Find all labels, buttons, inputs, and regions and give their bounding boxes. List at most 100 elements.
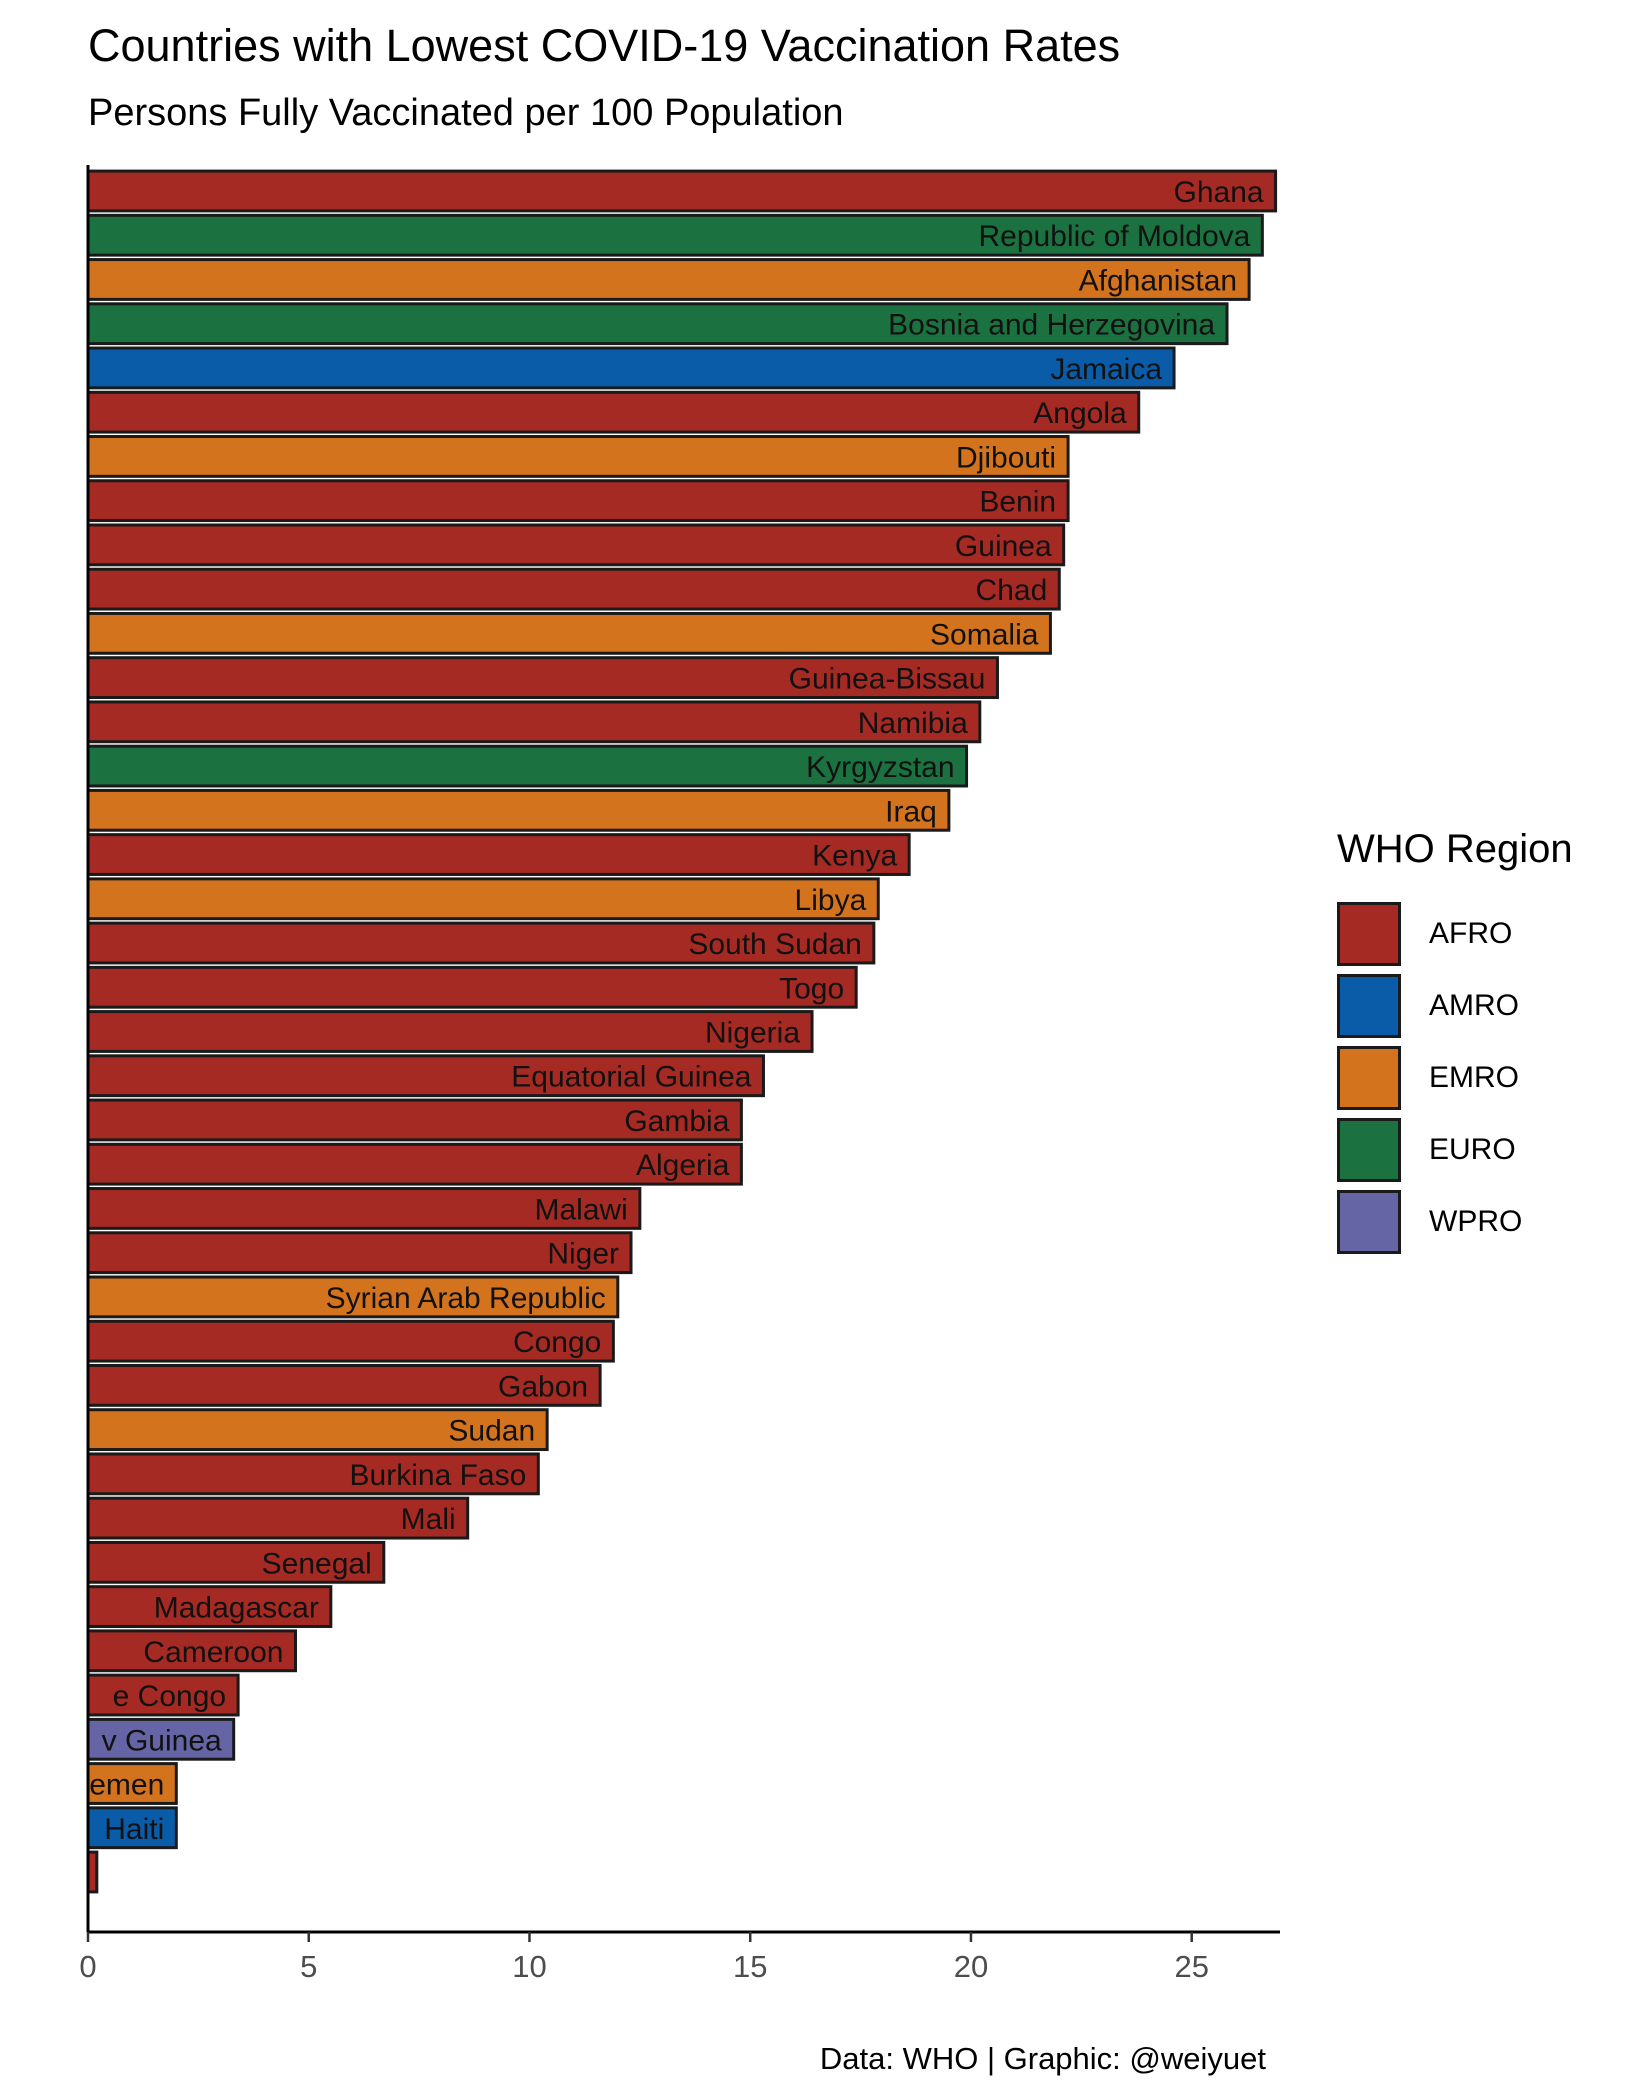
bar (88, 1231, 633, 1275)
bar-label: South Sudan (688, 928, 861, 961)
legend-key-euro (1337, 1118, 1401, 1182)
bar-label: Togo (779, 972, 844, 1005)
chart-title: Countries with Lowest COVID-19 Vaccinati… (88, 20, 1121, 71)
bar (88, 700, 982, 744)
bar-label: Niger (547, 1238, 619, 1271)
bar (88, 1850, 99, 1894)
bar (88, 1629, 297, 1673)
bar-label: Kenya (812, 840, 897, 873)
bar (88, 788, 951, 832)
bar-label: Sudan (448, 1415, 535, 1448)
bar (88, 258, 1251, 301)
bar-label: Iraq (885, 795, 937, 828)
bar (88, 523, 1066, 567)
bar (88, 169, 1278, 213)
bar-label: Bosnia and Herzegovina (888, 309, 1215, 342)
legend-item-emro: EMRO (1337, 1042, 1573, 1114)
bar (88, 435, 1070, 478)
bar (88, 1319, 615, 1363)
x-tick-label: 15 (733, 1949, 767, 1984)
legend: WHO Region AFRO AMRO EMRO EURO WPRO (1337, 826, 1573, 1258)
bar-label: Mali (401, 1503, 456, 1536)
legend-label-amro: AMRO (1429, 989, 1519, 1022)
x-tick-label: 10 (512, 1949, 546, 1984)
bar (88, 921, 876, 965)
bar-label: Afghanistan (1079, 264, 1237, 297)
bar (88, 479, 1070, 523)
bar-label: Algeria (636, 1149, 730, 1182)
bar-label: Malawi (534, 1193, 627, 1226)
bar-label: Syrian Arab Republic (326, 1282, 606, 1315)
bar-label: Benin (979, 486, 1056, 519)
bar (88, 1540, 386, 1584)
bar-label: Angola (1033, 397, 1127, 430)
bar-label: Somalia (930, 618, 1039, 651)
legend-label-emro: EMRO (1429, 1061, 1519, 1094)
bar (88, 1054, 765, 1098)
bar-label: Equatorial Guinea (511, 1061, 751, 1094)
chart-subtitle: Persons Fully Vaccinated per 100 Populat… (88, 92, 844, 134)
legend-key-emro (1337, 1046, 1401, 1110)
legend-item-amro: AMRO (1337, 970, 1573, 1042)
bar (88, 1762, 178, 1805)
bar-label: Republic of Moldova (979, 220, 1251, 253)
bar-label: Kyrgyzstan (806, 751, 954, 784)
bar (88, 1806, 178, 1850)
bar-label: Chad (976, 574, 1048, 607)
bar (88, 656, 999, 700)
bar (88, 877, 880, 921)
bar (88, 213, 1264, 257)
bar-label: Senegal (262, 1547, 372, 1580)
bars-group: Ghana Republic of Moldova Afghanistan Bosni… (88, 169, 1278, 1894)
bar-label: Guinea (955, 530, 1052, 563)
bar (88, 1010, 814, 1053)
bar (88, 1717, 236, 1761)
bar (88, 1098, 743, 1142)
bar (88, 1363, 602, 1407)
bar-label: Nigeria (705, 1017, 800, 1050)
legend-label-wpro: WPRO (1429, 1205, 1523, 1238)
bar (88, 1673, 240, 1717)
bar-label: Jamaica (1050, 353, 1162, 386)
x-tick-label: 0 (79, 1949, 96, 1984)
bar-label: Ghana (1174, 176, 1264, 209)
bar-label: Gabon (498, 1370, 588, 1403)
bar-label: v Guinea (102, 1724, 222, 1757)
bar (88, 611, 1052, 655)
bar-label: Namibia (858, 707, 968, 740)
bar (88, 1142, 743, 1186)
bar-label: Gambia (624, 1105, 729, 1138)
bar-label: Haiti (104, 1813, 164, 1846)
bar (88, 390, 1141, 434)
legend-label-euro: EURO (1429, 1133, 1516, 1166)
bar-label: Madagascar (154, 1592, 319, 1625)
bar-label: e Congo (113, 1680, 226, 1713)
bar-label: Cameroon (143, 1636, 283, 1669)
bar-label: Guinea-Bissau (789, 663, 986, 696)
bar (88, 1187, 642, 1230)
x-tick-label: 5 (300, 1949, 317, 1984)
bar (88, 833, 911, 876)
bar (88, 1452, 540, 1496)
bar (88, 1496, 470, 1540)
legend-key-wpro (1337, 1190, 1401, 1254)
bar (88, 965, 858, 1009)
legend-key-afro (1337, 902, 1401, 966)
bar-label: emen (89, 1769, 164, 1802)
source-caption: Data: WHO | Graphic: @weiyuet (819, 2041, 1266, 2076)
bar (88, 1275, 620, 1319)
legend-key-amro (1337, 974, 1401, 1038)
bar (88, 1585, 333, 1628)
bar-label: Burkina Faso (350, 1459, 527, 1492)
legend-title: WHO Region (1337, 827, 1573, 871)
bar (88, 346, 1176, 390)
bar (88, 567, 1061, 611)
legend-item-afro: AFRO (1337, 898, 1573, 970)
legend-label-afro: AFRO (1429, 917, 1513, 950)
bar (88, 302, 1229, 346)
legend-item-euro: EURO (1337, 1114, 1573, 1186)
bar (88, 744, 969, 788)
bar-label: Djibouti (956, 441, 1056, 474)
bar (88, 1408, 549, 1452)
